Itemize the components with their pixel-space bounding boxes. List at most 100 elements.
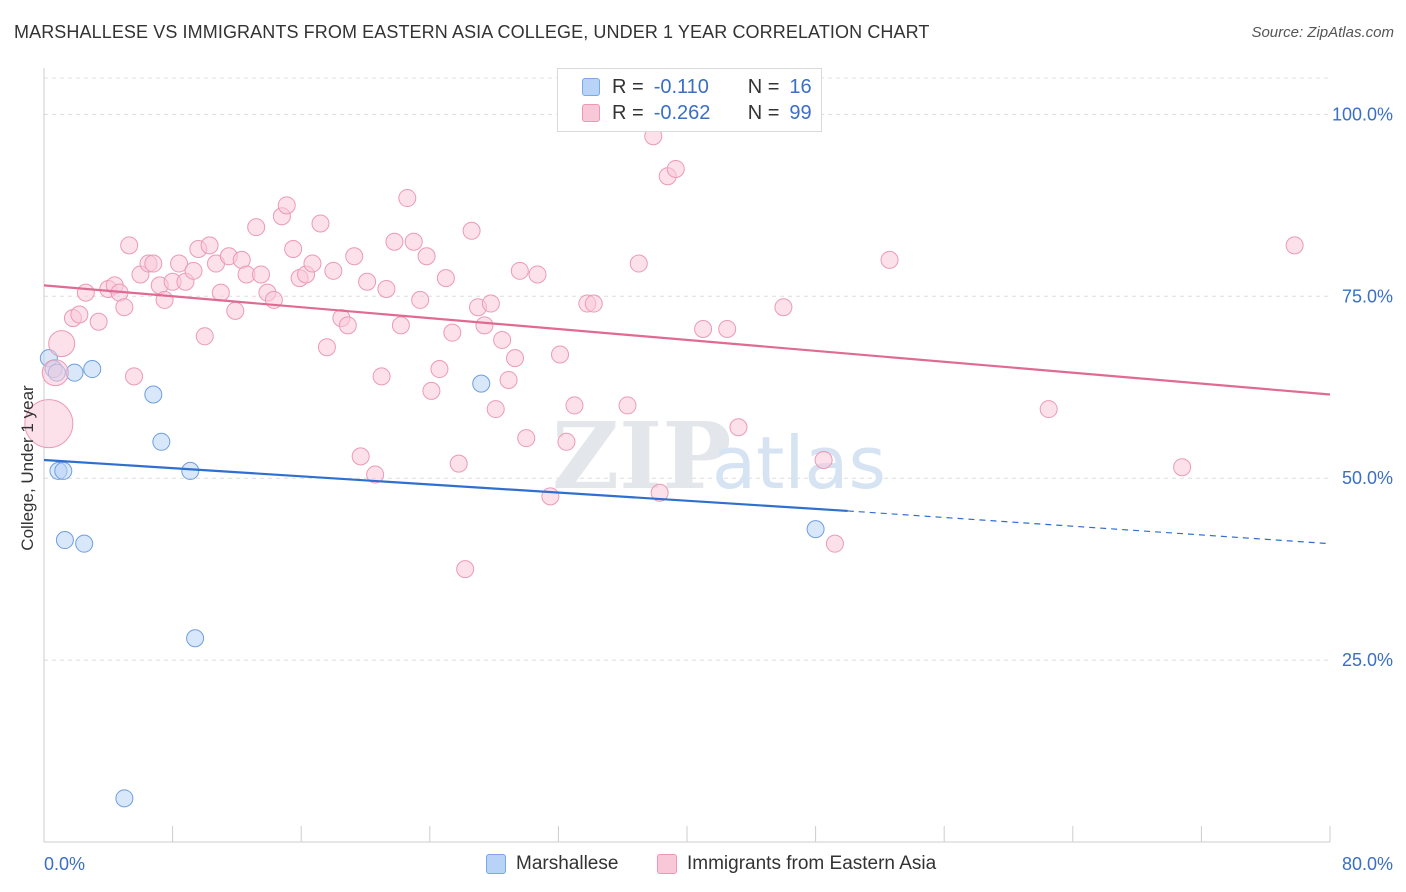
eastern-asia-point xyxy=(528,265,547,284)
eastern-asia-point xyxy=(211,283,230,302)
eastern-asia-point xyxy=(436,269,455,288)
eastern-asia-point xyxy=(557,432,576,451)
eastern-asia-point xyxy=(475,316,494,335)
eastern-asia-point xyxy=(115,298,134,317)
eastern-asia-point xyxy=(411,290,430,309)
eastern-asia-point xyxy=(729,418,748,437)
bottom-legend-eastern-asia: Immigrants from Eastern Asia xyxy=(657,852,936,876)
eastern-asia-point xyxy=(200,236,219,255)
marshallese-point xyxy=(83,360,102,379)
marshallese-point xyxy=(55,531,74,550)
eastern-asia-point xyxy=(417,247,436,266)
eastern-asia-point xyxy=(184,261,203,280)
eastern-asia-point xyxy=(565,396,584,415)
y-axis-label: College, Under 1 year xyxy=(18,385,37,551)
eastern-asia-point xyxy=(358,272,377,291)
bottom-legend-swatch-marshallese xyxy=(486,854,506,874)
legend-r-label: R = xyxy=(612,75,644,98)
eastern-asia-point xyxy=(1173,458,1192,477)
eastern-asia-point xyxy=(366,465,385,484)
eastern-asia-point xyxy=(338,316,357,335)
marshallese-point xyxy=(75,534,94,553)
eastern-asia-point xyxy=(505,349,524,368)
legend-swatch-marshallese xyxy=(582,78,600,96)
marshallese-trend-extension xyxy=(847,510,1331,545)
legend-row-eastern-asia: R = -0.262 N = 99 xyxy=(582,100,812,126)
legend-n-value: 99 xyxy=(789,101,812,124)
eastern-asia-trend-line xyxy=(43,284,1331,396)
x-tick-labels: 0.0% 80.0% xyxy=(44,854,1393,874)
eastern-asia-point xyxy=(70,305,89,324)
marshallese-point xyxy=(115,789,134,808)
eastern-asia-point xyxy=(629,254,648,273)
eastern-asia-point xyxy=(499,370,518,389)
eastern-asia-point xyxy=(89,312,108,331)
eastern-asia-point xyxy=(551,345,570,364)
eastern-asia-point xyxy=(814,451,833,469)
eastern-asia-point xyxy=(303,254,322,273)
eastern-asia-point xyxy=(718,320,737,339)
eastern-asia-point xyxy=(666,159,685,178)
marshallese-point xyxy=(806,520,825,539)
eastern-asia-point xyxy=(694,320,713,339)
eastern-asia-point xyxy=(170,254,189,273)
watermark-zip: ZIP xyxy=(552,402,731,510)
stats-legend: R = -0.110 N = 16 R = -0.262 N = 99 xyxy=(557,68,822,132)
legend-n-value: 16 xyxy=(789,75,812,98)
marshallese-point xyxy=(144,385,163,404)
eastern-asia-point xyxy=(1039,400,1058,419)
eastern-asia-point xyxy=(584,294,603,313)
eastern-asia-point xyxy=(443,323,462,342)
eastern-asia-point xyxy=(430,360,449,379)
eastern-asia-point xyxy=(120,236,139,255)
eastern-asia-point xyxy=(422,381,441,400)
legend-r-value: -0.262 xyxy=(653,101,711,124)
eastern-asia-point xyxy=(391,316,410,335)
eastern-asia-point xyxy=(252,265,271,284)
chart-title: MARSHALLESE VS IMMIGRANTS FROM EASTERN A… xyxy=(14,22,930,42)
eastern-asia-point xyxy=(377,280,396,299)
eastern-asia-point xyxy=(510,261,529,280)
x-tick-label: 80.0% xyxy=(1342,854,1393,874)
eastern-asia-point xyxy=(449,454,468,473)
eastern-asia-point xyxy=(277,196,296,215)
eastern-asia-point xyxy=(247,218,266,237)
eastern-asia-point xyxy=(48,330,76,358)
y-tick-label: 25.0% xyxy=(1342,650,1393,670)
eastern-asia-point xyxy=(493,330,512,349)
marshallese-point xyxy=(472,374,491,393)
source-label: Source: ZipAtlas.com xyxy=(1251,24,1394,41)
eastern-asia-point xyxy=(541,487,560,506)
eastern-asia-point xyxy=(456,560,475,579)
legend-n-label: N = xyxy=(747,101,780,124)
y-tick-labels: 100.0% 75.0% 50.0% 25.0% xyxy=(1332,104,1393,670)
y-tick-label: 75.0% xyxy=(1342,286,1393,306)
bottom-legend-label: Immigrants from Eastern Asia xyxy=(687,853,937,874)
gridlines xyxy=(44,77,1330,661)
watermark: ZIP atlas xyxy=(552,402,886,510)
eastern-asia-point xyxy=(24,399,74,449)
marshallese-point xyxy=(152,432,171,451)
marshallese-point xyxy=(186,629,205,648)
y-tick-label: 50.0% xyxy=(1342,468,1393,488)
eastern-asia-point xyxy=(311,214,330,233)
trend-lines xyxy=(43,284,1331,545)
marshallese-point xyxy=(181,461,200,480)
eastern-asia-point xyxy=(144,254,163,273)
marshallese-trend-line xyxy=(43,458,848,513)
eastern-asia-point xyxy=(284,239,303,258)
eastern-asia-point xyxy=(195,327,214,346)
eastern-asia-point xyxy=(345,247,364,266)
eastern-asia-point xyxy=(462,221,481,240)
eastern-asia-point xyxy=(125,367,144,386)
eastern-asia-point xyxy=(880,250,899,269)
legend-r-label: R = xyxy=(612,101,644,124)
eastern-asia-point xyxy=(486,400,505,419)
eastern-asia-point xyxy=(404,232,423,251)
eastern-asia-point xyxy=(825,534,844,553)
marshallese-point xyxy=(54,461,73,480)
eastern-asia-point xyxy=(41,359,69,387)
y-tick-label: 100.0% xyxy=(1332,104,1393,124)
legend-n-label: N = xyxy=(747,75,780,98)
